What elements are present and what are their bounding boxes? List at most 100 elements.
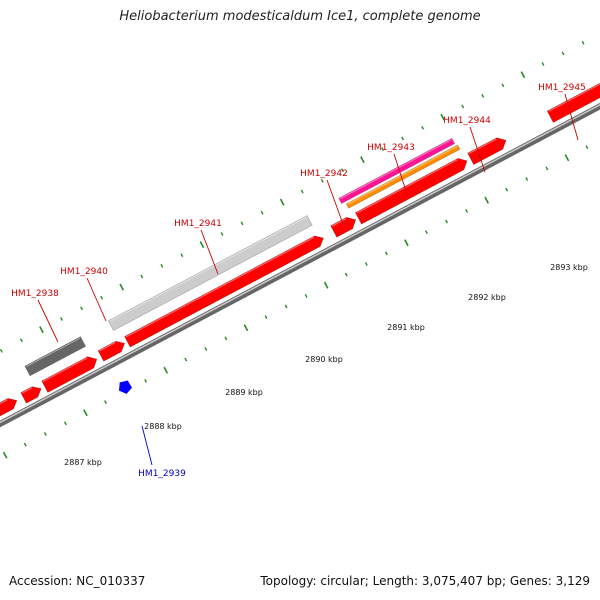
tick-mark [344,272,348,277]
tick-mark [425,230,428,234]
genome-backbone [0,102,600,428]
scale-label: 2892 kbp [468,293,506,302]
tick-mark [545,166,549,171]
backbone-highlight [0,103,600,424]
tick-mark [0,349,3,353]
feature-highlight [331,218,347,227]
feature-highlight [21,387,33,394]
tick-mark [240,221,244,226]
outer-tick-track [0,40,585,353]
cds-feature [20,386,42,404]
feature-highlight [356,159,458,214]
tick-mark [304,293,308,298]
tick-mark [461,104,465,109]
tick-mark [220,232,224,236]
hm1-2943-cds [354,158,468,225]
tick-mark [144,378,148,383]
tick-mark [505,187,509,192]
tick-mark [323,281,329,289]
tick-mark [60,317,63,321]
scale-label: 2890 kbp [305,355,343,364]
feature-highlight [42,357,88,382]
feature-highlight [25,337,81,368]
tick-mark [260,210,264,215]
feature-highlight [347,145,458,205]
hm1-2941-gray-feature [107,215,313,331]
tick-mark [243,324,249,332]
tick-mark [23,442,27,447]
gene-label-layer: HM1_2938 HM1_2939 HM1_2940 HM1_2941 HM1_2942… [11,83,586,479]
feature-layer [0,82,600,417]
feature-highlight [468,138,497,155]
hm1-2938-feature [24,336,87,377]
feature-highlight [109,216,307,322]
tick-mark [561,51,565,56]
tick-mark [465,208,469,213]
tick-mark [284,304,288,309]
gene-label: HM1_2938 [11,289,59,299]
tick-mark [199,241,205,249]
tick-mark [163,366,169,374]
label-leader-lines [37,93,579,466]
scale-label: 2889 kbp [225,388,263,397]
gene-label: HM1_2945 [538,83,586,93]
tick-mark [384,251,388,256]
tick-mark [581,40,585,45]
tick-mark [421,125,425,130]
label-leader-line [200,229,219,275]
tick-mark [585,145,589,149]
tick-mark [401,136,404,141]
cds-feature [0,398,18,417]
gene-label: HM1_2941 [174,219,222,229]
tick-mark [184,357,188,362]
gene-label: HM1_2943 [367,143,415,153]
tick-mark [564,154,570,162]
gene-label: HM1_2942 [300,169,348,179]
feature-highlight [125,236,315,338]
tick-mark [484,196,490,204]
tick-mark [160,264,164,268]
label-leader-line [326,179,344,225]
scale-label: 2891 kbp [387,323,425,332]
tick-mark [520,71,526,79]
feature-highlight [548,83,600,112]
gene-label: HM1_2939 [138,469,186,479]
tick-mark [525,177,529,181]
tick-mark [204,347,208,351]
tick-mark [39,326,44,334]
label-leader-line [564,93,579,141]
tick-mark [2,451,8,459]
tick-mark [320,179,324,183]
label-leader-line [37,299,59,343]
topology-label: Topology: circular; Length: 3,075,407 bp… [260,574,590,588]
tick-mark [404,239,409,247]
hm1-2940-cds [97,340,126,362]
tick-mark [264,315,268,319]
scale-label: 2887 kbp [64,458,102,467]
label-leader-line [469,126,486,173]
cds-feature [41,356,98,393]
backbone-line [0,102,600,428]
tick-mark [83,409,88,417]
map-title: Heliobacterium modesticaldum Ice1, compl… [119,9,481,24]
tick-mark [445,219,448,224]
accession-label: Accession: NC_010337 [9,574,146,588]
tick-mark [43,432,47,436]
tick-mark [300,189,304,194]
feature-highlight [339,139,452,200]
tick-mark [381,147,384,151]
hm1-2941-cds [124,235,324,348]
gene-label: HM1_2944 [443,116,491,126]
label-leader-line [86,277,107,322]
tick-mark [340,168,344,173]
label-leader-line [393,153,409,198]
tick-mark [19,338,23,343]
scale-label-layer: 2887 kbp 2888 kbp 2889 kbp 2890 kbp 2891 kbp… [64,263,588,467]
tick-mark [364,262,368,266]
feature-highlight [99,342,116,352]
hm1-2944-cds [467,137,507,166]
tick-mark [180,253,184,258]
tick-mark [279,198,285,206]
tick-mark [119,283,125,291]
